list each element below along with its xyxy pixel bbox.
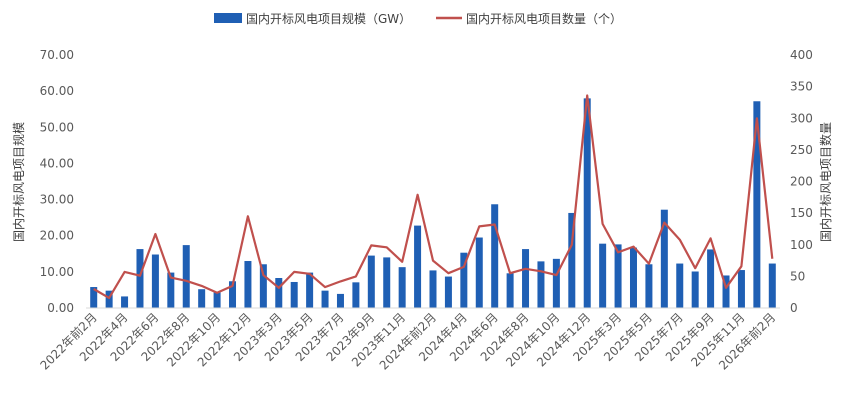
bar bbox=[136, 249, 144, 308]
bar bbox=[537, 261, 545, 308]
bar bbox=[552, 258, 560, 308]
bar bbox=[352, 282, 360, 308]
y-left-tick-label: 50.00 bbox=[40, 120, 74, 134]
bar bbox=[244, 261, 252, 308]
bar bbox=[599, 243, 607, 308]
bar bbox=[491, 204, 499, 308]
y-right-tick-label: 0 bbox=[790, 301, 798, 315]
bar bbox=[660, 209, 668, 308]
x-axis: 2022年前2月2022年4月2022年6月2022年8月2022年10月202… bbox=[37, 310, 779, 373]
bar bbox=[306, 272, 314, 308]
legend: 国内开标风电项目规模（GW） 国内开标风电项目数量（个） bbox=[214, 11, 622, 26]
bar bbox=[90, 287, 98, 308]
y-left-axis-title: 国内开标风电项目规模 bbox=[11, 122, 26, 242]
bar bbox=[229, 281, 237, 308]
bar bbox=[444, 276, 452, 308]
y-right-tick-label: 300 bbox=[790, 111, 813, 125]
bar bbox=[398, 267, 406, 308]
bar bbox=[583, 98, 591, 308]
y-left-tick-label: 60.00 bbox=[40, 84, 74, 98]
bar bbox=[737, 270, 745, 308]
y-left-tick-label: 40.00 bbox=[40, 156, 74, 170]
bar bbox=[707, 249, 715, 308]
y-right-axis-title: 国内开标风电项目数量 bbox=[818, 122, 833, 242]
legend-line-label: 国内开标风电项目数量（个） bbox=[466, 11, 622, 26]
bar bbox=[629, 247, 637, 308]
y-right-tick-label: 200 bbox=[790, 175, 813, 189]
y-left-tick-label: 30.00 bbox=[40, 193, 74, 207]
y-right-tick-label: 100 bbox=[790, 238, 813, 252]
bar bbox=[753, 101, 761, 309]
bar bbox=[475, 237, 483, 308]
y-left-tick-label: 0.00 bbox=[47, 301, 74, 315]
bar bbox=[460, 252, 468, 308]
y-right-tick-label: 50 bbox=[790, 269, 805, 283]
bar bbox=[522, 249, 530, 308]
y-left-tick-label: 10.00 bbox=[40, 265, 74, 279]
bar bbox=[768, 263, 776, 308]
bar bbox=[722, 275, 730, 308]
bar bbox=[568, 212, 576, 308]
bar bbox=[336, 293, 344, 308]
y-right-axis: 0 50 100 150 200 250 300 350 400 bbox=[790, 48, 813, 315]
bar bbox=[259, 264, 267, 308]
bar bbox=[414, 225, 422, 308]
bar bbox=[182, 245, 190, 308]
bar bbox=[676, 263, 684, 308]
bar bbox=[275, 278, 283, 308]
bar bbox=[383, 257, 391, 308]
bar bbox=[645, 264, 653, 308]
bar bbox=[290, 281, 298, 308]
bar bbox=[321, 290, 329, 308]
bar bbox=[367, 255, 375, 308]
bar bbox=[614, 244, 622, 308]
line-path bbox=[93, 94, 774, 299]
y-left-tick-label: 20.00 bbox=[40, 229, 74, 243]
y-right-tick-label: 150 bbox=[790, 206, 813, 220]
bar bbox=[105, 290, 113, 308]
bar bbox=[167, 272, 175, 308]
bar bbox=[213, 292, 221, 308]
bar bbox=[151, 254, 159, 308]
bar bbox=[691, 271, 699, 308]
y-left-axis: 0.00 10.00 20.00 30.00 40.00 50.00 60.00 70.00 bbox=[40, 48, 74, 315]
bar-series bbox=[90, 98, 776, 309]
bar bbox=[198, 289, 206, 308]
y-left-tick-label: 70.00 bbox=[40, 48, 74, 62]
legend-bar-swatch bbox=[214, 13, 242, 23]
y-right-tick-label: 400 bbox=[790, 48, 813, 62]
y-right-tick-label: 250 bbox=[790, 143, 813, 157]
y-right-tick-label: 350 bbox=[790, 80, 813, 94]
line-series bbox=[93, 94, 774, 299]
bar bbox=[506, 273, 514, 308]
bar bbox=[121, 296, 129, 308]
bar bbox=[429, 270, 437, 308]
legend-bar-label: 国内开标风电项目规模（GW） bbox=[246, 11, 411, 26]
